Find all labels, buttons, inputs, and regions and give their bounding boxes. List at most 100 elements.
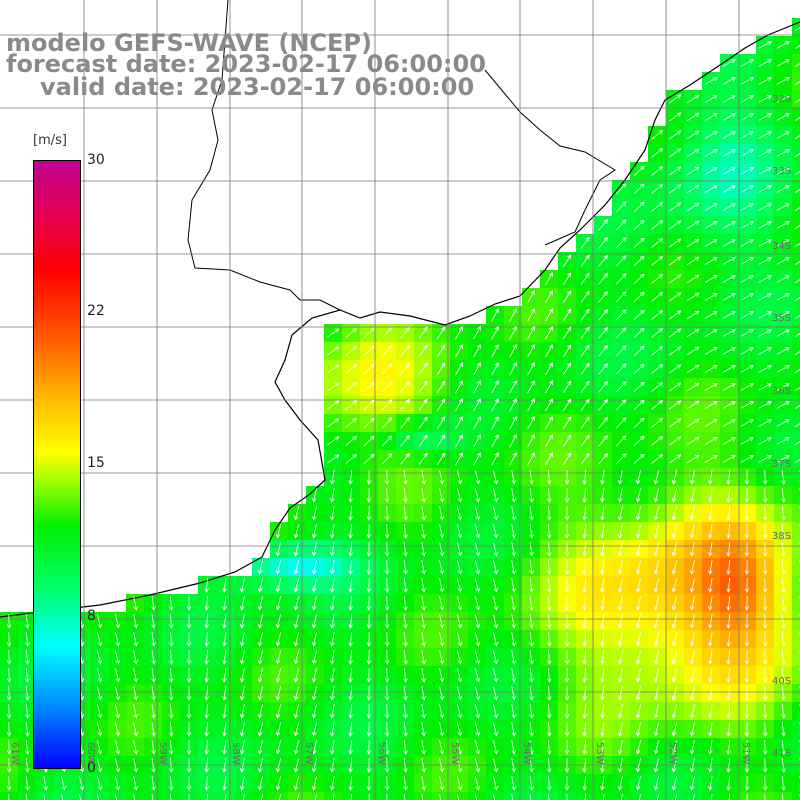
wind-arrow — [493, 650, 499, 665]
wind-arrow — [584, 793, 586, 800]
wind-arrow — [758, 149, 772, 157]
wind-arrow — [366, 613, 372, 629]
wind-arrow — [403, 775, 408, 791]
wind-arrow — [740, 365, 754, 373]
valid-date: valid date: 2023-02-17 06:00:00 — [40, 73, 475, 101]
wind-arrow — [151, 614, 156, 629]
wind-arrow — [421, 560, 426, 575]
wind-arrow — [168, 739, 174, 755]
wind-arrow — [740, 113, 754, 121]
wind-arrow — [781, 559, 786, 575]
wind-arrow — [493, 506, 499, 521]
wind-arrow — [312, 686, 317, 701]
wind-arrow — [618, 560, 623, 575]
wind-arrow — [704, 329, 718, 337]
wind-arrow — [582, 559, 587, 575]
wind-arrow — [439, 794, 442, 800]
wind-arrow — [418, 434, 428, 447]
wind-arrow — [366, 721, 372, 737]
wind-arrow — [456, 632, 463, 647]
wind-arrow — [381, 381, 393, 393]
wind-arrow — [781, 595, 786, 611]
wind-arrow — [758, 221, 772, 229]
wind-arrow — [690, 776, 695, 791]
wind-arrow — [403, 703, 408, 719]
wind-arrow — [330, 704, 335, 719]
wind-cell — [792, 774, 800, 793]
wind-arrow — [474, 722, 481, 737]
wind-arrow — [293, 578, 300, 593]
wind-arrow — [546, 559, 552, 575]
wind-arrow — [690, 722, 695, 737]
wind-arrow — [240, 614, 245, 629]
wind-arrow — [529, 560, 534, 575]
wind-arrow — [222, 596, 227, 611]
wind-arrow — [366, 631, 372, 647]
wind-arrow — [366, 775, 372, 791]
wind-arrow — [651, 238, 664, 248]
wind-arrow — [726, 667, 731, 683]
wind-arrow — [381, 417, 393, 429]
wind-cell — [792, 144, 800, 163]
wind-arrow — [615, 273, 627, 285]
wind-cell — [792, 522, 800, 541]
wind-arrow — [776, 59, 790, 67]
wind-arrow — [708, 614, 713, 629]
wind-arrow — [635, 776, 641, 791]
wind-arrow — [293, 542, 300, 557]
wind-arrow — [204, 721, 209, 737]
wind-arrow — [509, 308, 517, 322]
wind-arrow — [618, 650, 623, 665]
wind-arrow — [436, 416, 446, 430]
wind-arrow — [345, 381, 358, 392]
wind-arrow — [740, 77, 754, 85]
wind-arrow — [439, 668, 444, 683]
wind-arrow — [794, 261, 800, 265]
wind-arrow — [726, 613, 731, 629]
wind-arrow — [776, 383, 790, 391]
wind-arrow — [240, 650, 245, 665]
wind-arrow — [633, 381, 645, 392]
wind-arrow — [651, 364, 664, 374]
wind-arrow — [511, 524, 516, 539]
wind-arrow — [671, 704, 678, 719]
lat-label-38s: 38S — [772, 531, 792, 542]
wind-arrow — [493, 686, 499, 701]
wind-arrow — [686, 454, 700, 464]
wind-arrow — [651, 220, 664, 230]
wind-cell — [522, 792, 541, 800]
wind-arrow — [206, 793, 208, 800]
wind-arrow — [690, 488, 695, 503]
wind-arrow — [204, 739, 209, 755]
wind-arrow — [439, 632, 444, 647]
wind-arrow — [651, 310, 664, 320]
wind-arrow — [690, 758, 695, 773]
wind-arrow — [403, 505, 408, 521]
wind-arrow — [781, 685, 786, 701]
wind-arrow — [186, 776, 192, 791]
wind-arrow — [651, 454, 664, 464]
lon-label-56w: 56W — [376, 742, 387, 765]
wind-arrow — [474, 506, 481, 521]
wind-arrow — [439, 524, 444, 539]
wind-arrow — [562, 272, 572, 286]
wind-arrow — [704, 401, 718, 409]
wind-arrow — [168, 667, 174, 683]
wind-arrow — [151, 740, 156, 755]
wind-arrow — [151, 704, 156, 719]
wind-arrow — [509, 380, 517, 394]
wind-arrow — [598, 308, 609, 321]
wind-arrow — [403, 631, 408, 647]
wind-arrow — [384, 757, 390, 773]
wind-arrow — [278, 794, 282, 800]
wind-arrow — [704, 185, 718, 193]
wind-arrow — [403, 559, 408, 575]
wind-arrow — [327, 400, 340, 410]
wind-arrow — [740, 149, 754, 157]
wind-cell — [162, 792, 181, 800]
wind-arrow — [366, 469, 372, 485]
wind-arrow — [363, 327, 375, 339]
wind-arrow — [740, 311, 754, 319]
wind-arrow — [436, 344, 446, 358]
wind-arrow — [582, 487, 587, 503]
